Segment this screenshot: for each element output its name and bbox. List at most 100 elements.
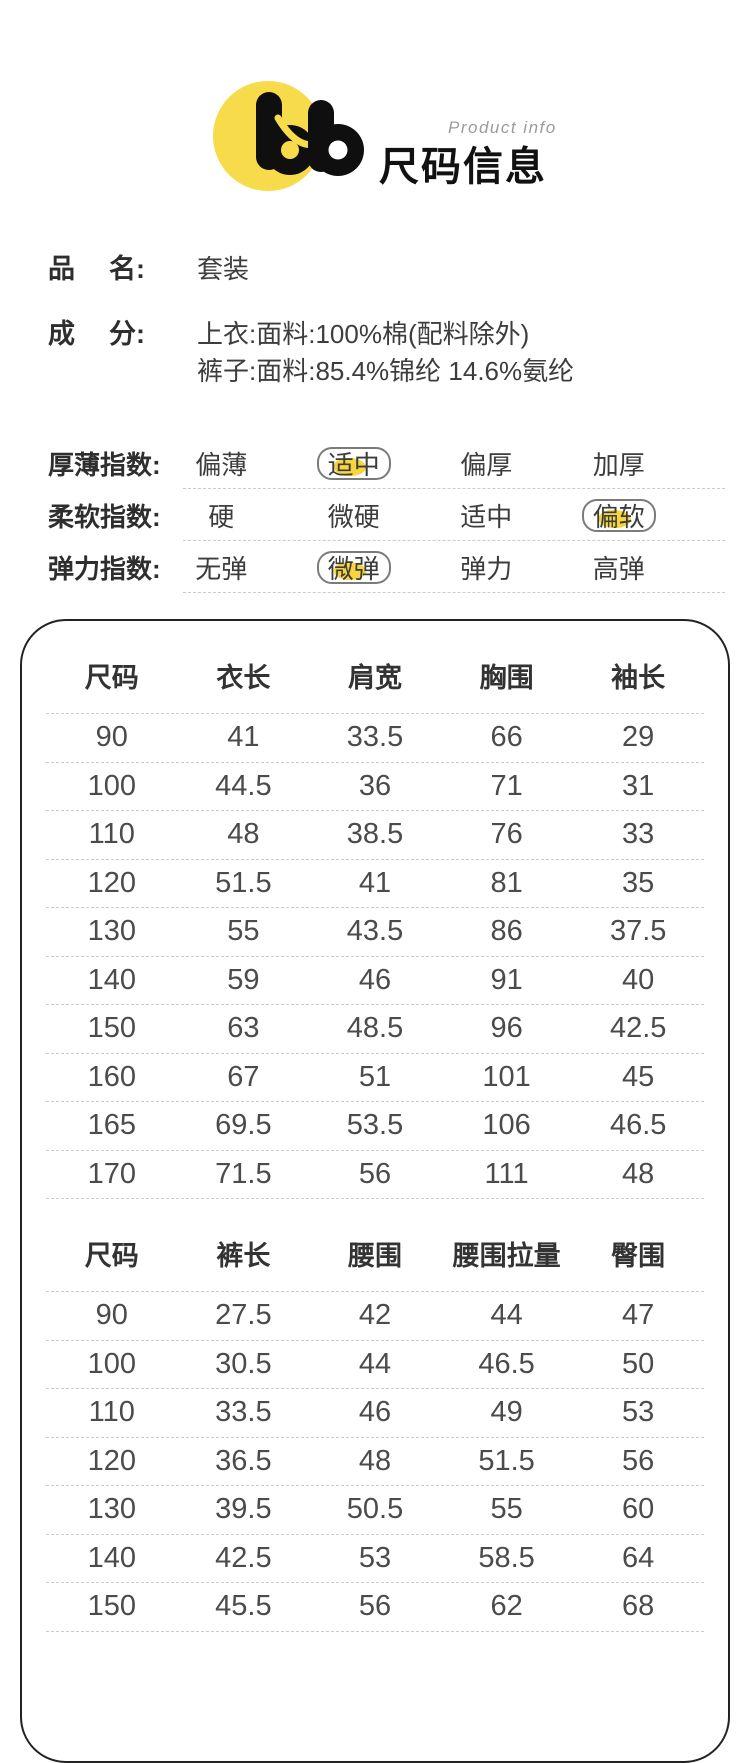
size-cell: 55 (490, 1493, 523, 1526)
size-cell: 33 (622, 818, 655, 851)
product-name-label: 品 名: (48, 252, 145, 286)
size-cell: 56 (358, 1590, 392, 1623)
size-table-row: 160 67 51 101 45 (46, 1054, 704, 1102)
size-cell: 160 (87, 1060, 136, 1093)
size-cell: 27.5 (215, 1299, 272, 1332)
composition-row: 成 分: 上衣:面料:100%棉(配料除外) 裤子:面料:85.4%锦纶 14.… (48, 316, 574, 390)
index-option-selected: 微弹 (288, 541, 421, 593)
column-header: 尺码 (84, 1240, 139, 1271)
size-cell: 45.5 (215, 1590, 272, 1623)
size-cell: 46 (358, 963, 392, 996)
size-cell: 53.5 (346, 1109, 404, 1142)
size-cell: 33.5 (215, 1396, 272, 1429)
size-cell: 110 (88, 818, 135, 851)
composition-label: 成 分: (48, 316, 145, 390)
composition-line-pants: 裤子:面料:85.4%锦纶 14.6%氨纶 (197, 356, 575, 386)
size-cell: 40 (622, 963, 655, 996)
size-cell: 51.5 (215, 866, 272, 899)
size-cell: 64 (622, 1541, 655, 1574)
column-header: 尺码 (84, 662, 139, 693)
column-header: 肩宽 (347, 662, 402, 693)
size-cell: 35 (622, 866, 655, 899)
size-cell: 30.5 (215, 1347, 272, 1380)
size-cell: 44 (490, 1299, 523, 1332)
product-info-page: Product info 尺码信息 品 名: 套装 成 分: 上衣:面料:100… (20, 81, 730, 1763)
index-label: 厚薄指数: (48, 449, 161, 480)
size-table-row: 110 33.5 46 49 53 (46, 1389, 704, 1438)
size-table-row: 120 36.5 48 51.5 56 (46, 1438, 704, 1486)
size-table-row: 90 27.5 42 44 47 (46, 1292, 704, 1341)
label-char: 品 (48, 254, 75, 284)
index-option-selected: 适中 (288, 437, 421, 489)
size-cell: 48 (358, 1444, 392, 1477)
size-cell: 42.5 (609, 1012, 667, 1045)
size-cell: 56 (358, 1157, 392, 1190)
size-table-row: 150 45.5 56 62 68 (46, 1583, 704, 1632)
size-cell: 71.5 (215, 1157, 272, 1190)
size-cell: 76 (490, 818, 523, 851)
size-table-row: 140 42.5 53 58.5 64 (46, 1535, 704, 1583)
size-cell: 53 (622, 1396, 655, 1429)
index-row: 弹力指数: 无弹 微弹 弹力 高弹 (48, 541, 725, 593)
column-header: 衣长 (216, 662, 271, 693)
size-cell: 36.5 (215, 1444, 272, 1477)
selected-badge: 微弹 (316, 550, 391, 584)
size-cell: 47 (622, 1299, 655, 1332)
index-option: 偏薄 (195, 449, 248, 480)
size-cell: 60 (622, 1493, 655, 1526)
column-header: 胸围 (479, 662, 534, 693)
size-cell: 42.5 (215, 1541, 272, 1574)
column-header: 腰围 (347, 1240, 402, 1271)
size-cell: 96 (490, 1012, 523, 1045)
index-option: 弹力 (460, 553, 513, 584)
column-header: 臀围 (611, 1240, 666, 1271)
column-header: 袖长 (611, 662, 666, 693)
size-cell: 45 (622, 1060, 655, 1093)
size-table-row: 110 48 38.5 76 33 (46, 811, 704, 860)
size-table-row: 100 30.5 44 46.5 50 (46, 1341, 704, 1389)
size-table-row: 165 69.5 53.5 106 46.5 (46, 1102, 704, 1151)
product-name-value: 套装 (197, 254, 250, 284)
index-option: 微硬 (327, 501, 380, 532)
size-cell: 49 (490, 1396, 523, 1429)
size-cell: 44 (358, 1347, 392, 1380)
index-label: 弹力指数: (48, 553, 161, 584)
size-cell: 56 (622, 1444, 655, 1477)
size-cell: 69.5 (215, 1109, 272, 1142)
size-cell: 130 (87, 915, 136, 948)
size-cell: 86 (490, 915, 523, 948)
column-header: 腰围拉量 (452, 1240, 561, 1271)
index-option: 偏厚 (460, 449, 513, 480)
size-cell: 101 (482, 1060, 531, 1093)
yellow-highlight (334, 457, 367, 476)
size-cell: 150 (87, 1012, 136, 1045)
size-cell: 140 (87, 963, 136, 996)
size-cell: 46.5 (609, 1109, 667, 1142)
composition-value: 上衣:面料:100%棉(配料除外) 裤子:面料:85.4%锦纶 14.6%氨纶 (145, 316, 574, 390)
size-cell: 150 (87, 1590, 136, 1623)
size-cell: 71 (490, 769, 523, 802)
size-cell: 91 (490, 963, 523, 996)
index-options: 无弹 微弹 弹力 高弹 (155, 541, 685, 593)
size-cell: 140 (87, 1541, 136, 1574)
size-table-header-row: 尺码 裤长 腰围 腰围拉量 臀围 (46, 1199, 704, 1292)
bb-logo-icon (256, 92, 364, 176)
size-table-row: 130 55 43.5 86 37.5 (46, 908, 704, 957)
size-cell: 120 (87, 866, 136, 899)
size-cell: 50 (622, 1347, 655, 1380)
size-cell: 42 (358, 1299, 392, 1332)
size-table-row: 100 44.5 36 71 31 (46, 763, 704, 811)
size-cell: 67 (227, 1060, 260, 1093)
label-char: 分: (109, 319, 145, 349)
index-options: 硬 微硬 适中 偏软 (155, 489, 685, 541)
size-table-row: 150 63 48.5 96 42.5 (46, 1005, 704, 1054)
size-cell: 36 (358, 769, 392, 802)
size-cell: 110 (88, 1396, 135, 1429)
index-options: 偏薄 适中 偏厚 加厚 (155, 437, 685, 489)
size-cell: 62 (490, 1590, 523, 1623)
size-cell: 51.5 (478, 1444, 535, 1477)
size-table-row: 170 71.5 56 111 48 (46, 1151, 704, 1199)
option-text: 偏软 (592, 501, 645, 532)
label-char: 名: (109, 254, 145, 284)
index-row: 柔软指数: 硬 微硬 适中 偏软 (48, 489, 725, 541)
